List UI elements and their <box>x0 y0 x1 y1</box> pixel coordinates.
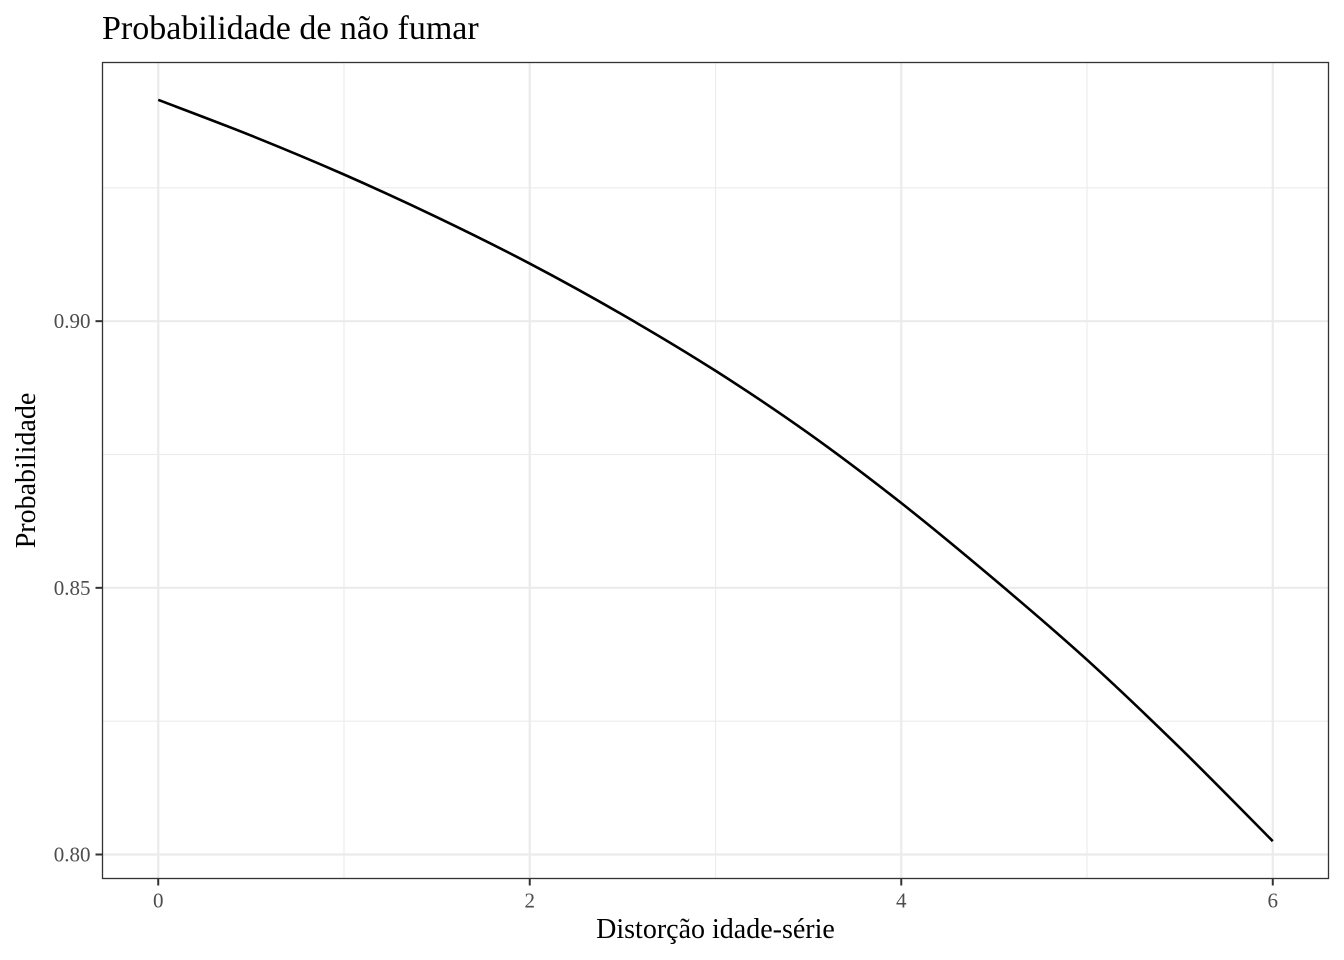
y-axis-title: Probabilidade <box>11 393 42 549</box>
y-tick-label: 0.90 <box>54 309 91 333</box>
grid <box>102 62 1329 879</box>
x-tick-label: 0 <box>153 889 164 913</box>
series-layer <box>157 98 1274 843</box>
x-tick-label: 4 <box>896 889 907 913</box>
x-axis-title: Distorção idade-série <box>596 914 835 945</box>
x-tick-label: 2 <box>524 889 535 913</box>
y-tick-label: 0.85 <box>54 576 91 600</box>
axis-ticks <box>95 320 1274 886</box>
tick-labels: 0 2 4 6 0.80 0.85 0.90 <box>54 309 1278 912</box>
chart-title: Probabilidade de não fumar <box>102 10 479 47</box>
plot-panel <box>101 61 1330 880</box>
x-tick-label: 6 <box>1268 889 1279 913</box>
y-tick-label: 0.80 <box>54 843 91 867</box>
series-line <box>157 98 1274 843</box>
